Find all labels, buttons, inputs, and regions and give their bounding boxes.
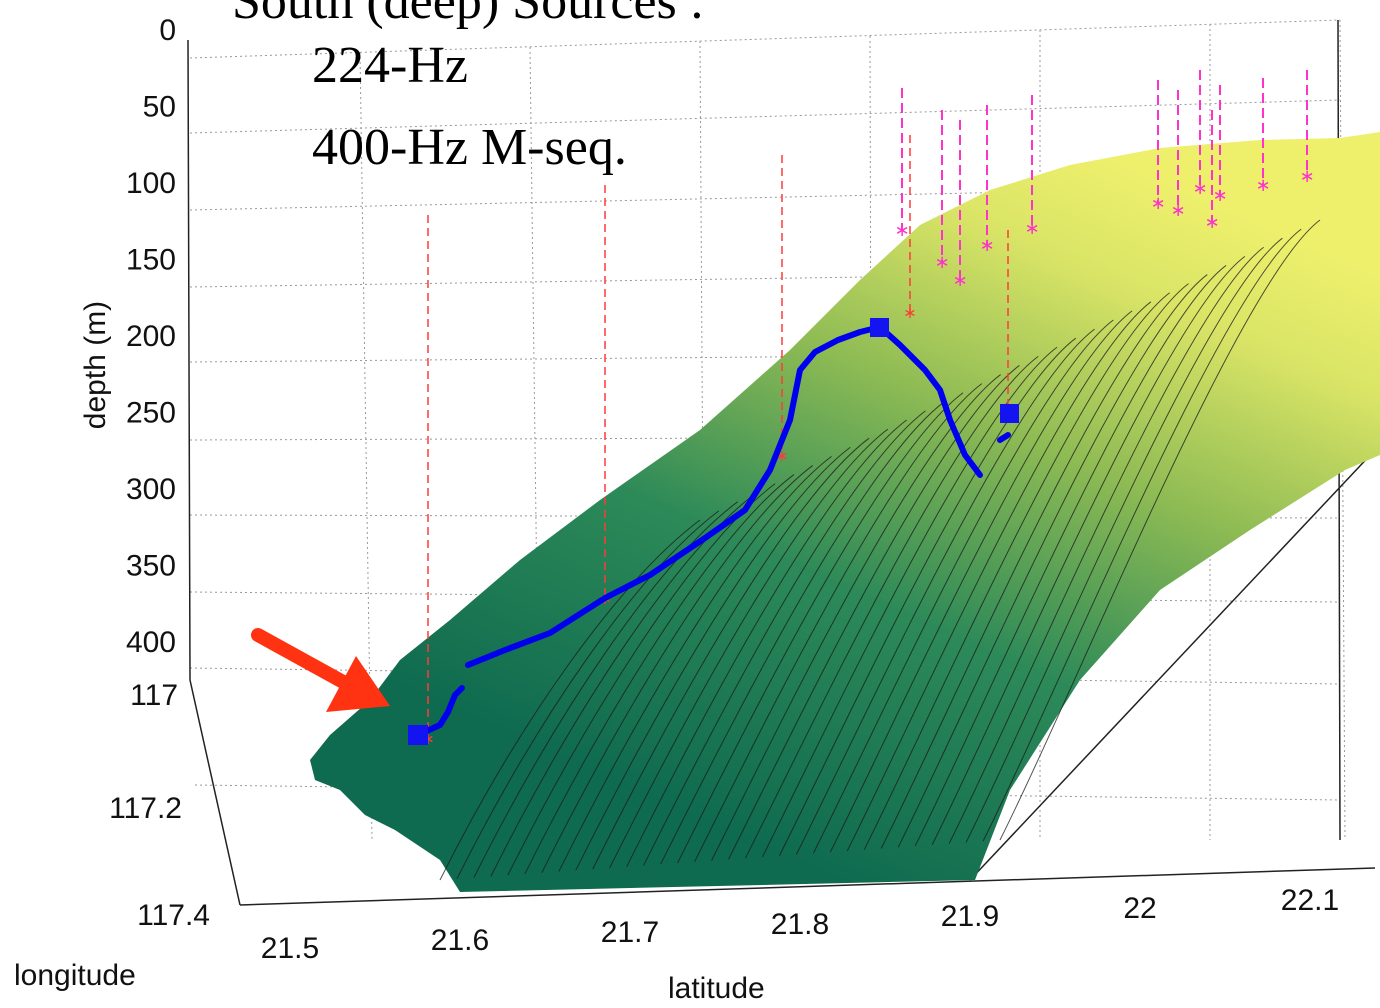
z-tick-label: 150 — [126, 244, 176, 277]
contour-line — [728, 365, 1020, 860]
contour-line — [456, 510, 720, 880]
contour-line — [711, 374, 1001, 861]
x-tick-labels: 21.5 21.6 21.7 21.8 21.9 22 22.1 — [261, 884, 1339, 965]
z-axis-line — [187, 39, 191, 681]
front-edge-line — [969, 449, 1376, 881]
x-tick-label: 21.8 — [771, 908, 829, 941]
contour-line — [897, 274, 1208, 848]
source-marker — [408, 725, 428, 745]
arrow-head — [326, 656, 390, 712]
x-axis-label: latitude — [668, 972, 765, 1005]
contour-line — [999, 219, 1321, 841]
x-tick-label: 21.6 — [431, 924, 489, 957]
z-tick-label: 350 — [126, 550, 176, 583]
mooring-star-icon: ∗ — [894, 220, 909, 241]
contour-line — [473, 501, 738, 878]
contour-line — [880, 283, 1189, 849]
z-tick-label: 200 — [126, 320, 176, 353]
grid-line — [189, 19, 1341, 59]
arrow-shaft — [251, 628, 352, 690]
contour-line — [761, 346, 1058, 858]
grid-line — [189, 184, 1341, 211]
x-tick-label: 22 — [1123, 892, 1156, 925]
y-tick-labels: 117 117.2 117.4 — [109, 679, 210, 932]
contour-line — [965, 237, 1283, 843]
mooring-star-icon: ∗ — [903, 303, 916, 322]
x-tick-label: 21.7 — [601, 916, 659, 949]
contour-line — [931, 255, 1246, 846]
chart-subtitle-224hz: 224-Hz — [312, 37, 468, 94]
contour-line — [863, 292, 1171, 850]
source-marker — [1000, 404, 1019, 423]
contour-line — [694, 383, 983, 863]
mooring-star-icon: ∗ — [979, 235, 994, 256]
mooring-star-icon: ∗ — [1024, 218, 1039, 239]
y-tick-label: 117.2 — [109, 792, 182, 825]
ship-track-line — [415, 324, 983, 738]
grid-line — [189, 99, 1341, 134]
contour-line — [778, 337, 1077, 856]
x-tick-label: 21.5 — [261, 932, 319, 965]
y-axis-label: longitude — [14, 959, 136, 992]
contour-line — [626, 419, 907, 867]
mooring-star-icon: ∗ — [1299, 166, 1314, 187]
contour-line — [745, 355, 1039, 859]
highlight-arrow — [251, 628, 390, 712]
contour-line — [846, 301, 1152, 852]
contour-line — [592, 437, 870, 870]
mooring-star-icon: ∗ — [1204, 212, 1219, 233]
contour-line — [948, 246, 1264, 844]
contour-line — [795, 328, 1095, 855]
contour-line — [524, 474, 795, 875]
contour-line — [439, 519, 701, 881]
source-marker — [870, 318, 889, 337]
y-tick-label: 117 — [130, 679, 178, 712]
contour-lines — [439, 219, 1321, 881]
y-axis-line — [189, 679, 241, 906]
z-tick-label: 50 — [143, 91, 176, 124]
contour-line — [643, 410, 926, 866]
contour-line — [541, 465, 814, 873]
grid-line — [189, 269, 1341, 288]
z-axis-label: depth (m) — [79, 301, 112, 429]
grid-line — [189, 351, 1341, 363]
contour-line — [982, 228, 1302, 842]
contour-line — [829, 310, 1133, 853]
bathymetry-surface — [310, 132, 1380, 892]
contour-line — [677, 392, 964, 864]
contour-line — [660, 401, 945, 865]
x-axis-line — [239, 867, 1376, 906]
contour-line — [575, 446, 851, 871]
ship-track-segment — [997, 432, 1011, 443]
mooring-star-icon: ∗ — [1170, 200, 1185, 221]
contour-line — [914, 265, 1227, 847]
mooring-star-icon: ∗ — [952, 270, 967, 291]
chart-title: South (deep) Sources : — [232, 0, 704, 30]
mooring-star-icon: ∗ — [934, 252, 949, 273]
z-tick-label: 0 — [159, 14, 176, 47]
mooring-star-icon: ∗ — [1212, 185, 1227, 206]
contour-line — [558, 455, 832, 872]
mooring-star-icon: ∗ — [1255, 175, 1270, 196]
z-tick-label: 400 — [126, 626, 176, 659]
z-tick-label: 250 — [126, 397, 176, 430]
z-tick-label: 100 — [126, 167, 176, 200]
mooring-star-icon: ∗ — [1150, 193, 1165, 214]
z-tick-label: 300 — [126, 473, 176, 506]
x-tick-label: 21.9 — [941, 900, 999, 933]
z-tick-labels: 0 50 100 150 200 250 300 350 400 — [126, 14, 176, 659]
contour-line — [609, 428, 889, 869]
y-tick-label: 117.4 — [137, 899, 210, 932]
x-tick-label: 22.1 — [1281, 884, 1339, 917]
chart-subtitle-400hz: 400-Hz M-seq. — [312, 119, 627, 176]
mooring-star-icon: ∗ — [1192, 178, 1207, 199]
contour-line — [812, 319, 1114, 854]
